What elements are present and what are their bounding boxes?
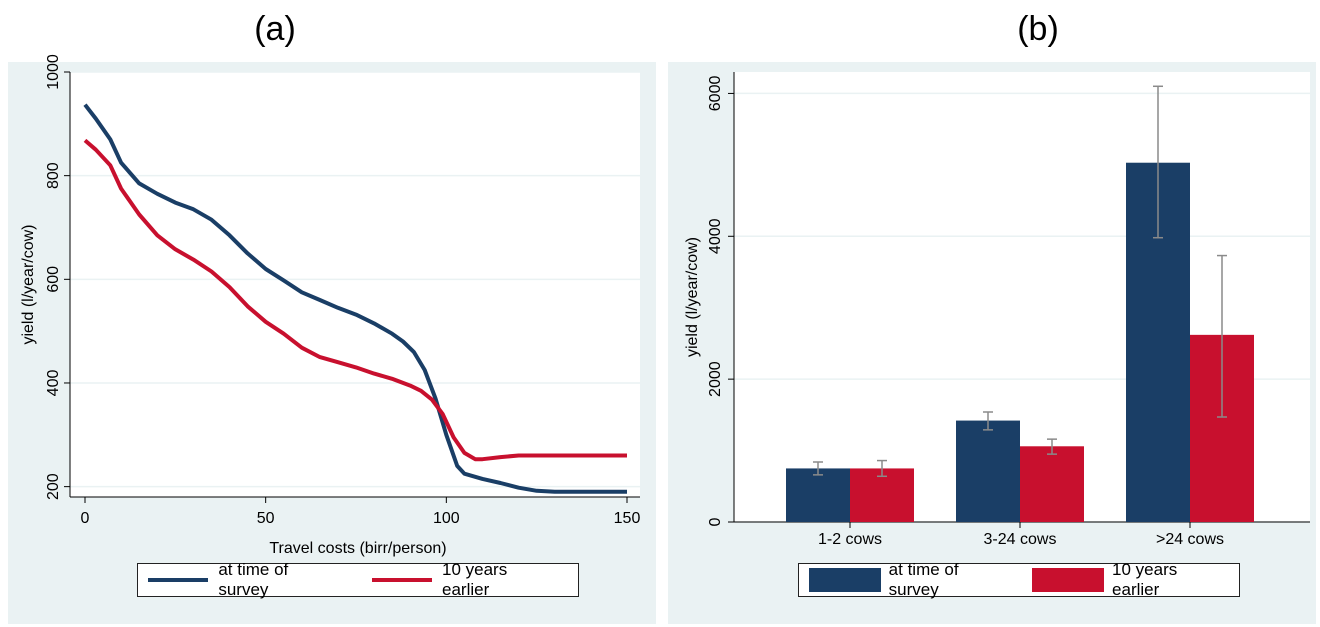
y-tick-label-b-2: 4000 (707, 218, 724, 254)
bar-1-0 (850, 468, 914, 522)
x-tick-label-b-0: 1-2 cows (818, 531, 882, 548)
series-line-a-0 (83, 103, 627, 494)
plot-area-a (70, 72, 640, 497)
legend-a-label-earlier: 10 years earlier (442, 560, 508, 599)
y-tick-label-b-1: 2000 (707, 361, 724, 397)
y-axis-title-a: yield (l/year/cow) (20, 224, 37, 344)
x-tick-label-a-2: 100 (433, 510, 460, 527)
line-chart: 200 400 600 800 1000 0 50 100 150 Travel costs (b… (20, 54, 640, 557)
y-tick-label-a-4: 1000 (45, 54, 62, 90)
x-tick-label-a-3: 150 (614, 510, 641, 527)
bar-0-1 (956, 420, 1020, 522)
legend-b-swatch-survey (809, 568, 881, 592)
x-tick-label-b-2: >24 cows (1156, 531, 1224, 548)
legend-b-item-survey: at time of survey (809, 560, 1000, 600)
legend-a: at time of survey 10 years earlier (137, 560, 579, 600)
legend-b: at time of survey 10 years earlier (798, 560, 1240, 600)
legend-a-swatch-survey (148, 578, 209, 582)
x-tick-label-a-0: 0 (81, 510, 90, 527)
y-tick-label-a-1: 400 (45, 370, 62, 397)
bar-1-1 (1020, 446, 1084, 522)
y-axis-title-b: yield (l/year/cow) (684, 237, 701, 357)
y-tick-label-a-2: 600 (45, 266, 62, 293)
series-line-a-1 (83, 138, 627, 462)
legend-b-item-earlier: 10 years earlier (1032, 560, 1217, 600)
y-tick-label-b-0: 0 (707, 517, 724, 526)
bar-0-0 (786, 468, 850, 522)
panel-a-title: (a) (254, 10, 296, 48)
y-tick-label-a-0: 200 (45, 473, 62, 500)
x-tick-label-b-1: 3-24 cows (984, 531, 1057, 548)
y-tick-label-b-3: 6000 (707, 76, 724, 112)
legend-a-item-earlier: 10 years earlier (371, 560, 556, 600)
legend-b-label-survey: at time of survey (888, 560, 959, 599)
legend-a-item-survey: at time of survey (148, 560, 340, 600)
x-tick-label-a-1: 50 (257, 510, 275, 527)
panel-b-title: (b) (1017, 10, 1059, 48)
legend-a-swatch-earlier (371, 578, 432, 582)
y-tick-label-a-3: 800 (45, 162, 62, 189)
legend-b-swatch-earlier (1032, 568, 1105, 592)
x-axis-title-a: Travel costs (birr/person) (269, 540, 446, 557)
legend-b-label-earlier: 10 years earlier (1112, 560, 1178, 599)
bar-chart: 0 2000 4000 6000 yield (l/year/cow) 1-2 cows 3… (684, 72, 1310, 548)
legend-a-label-survey: at time of survey (218, 560, 289, 599)
